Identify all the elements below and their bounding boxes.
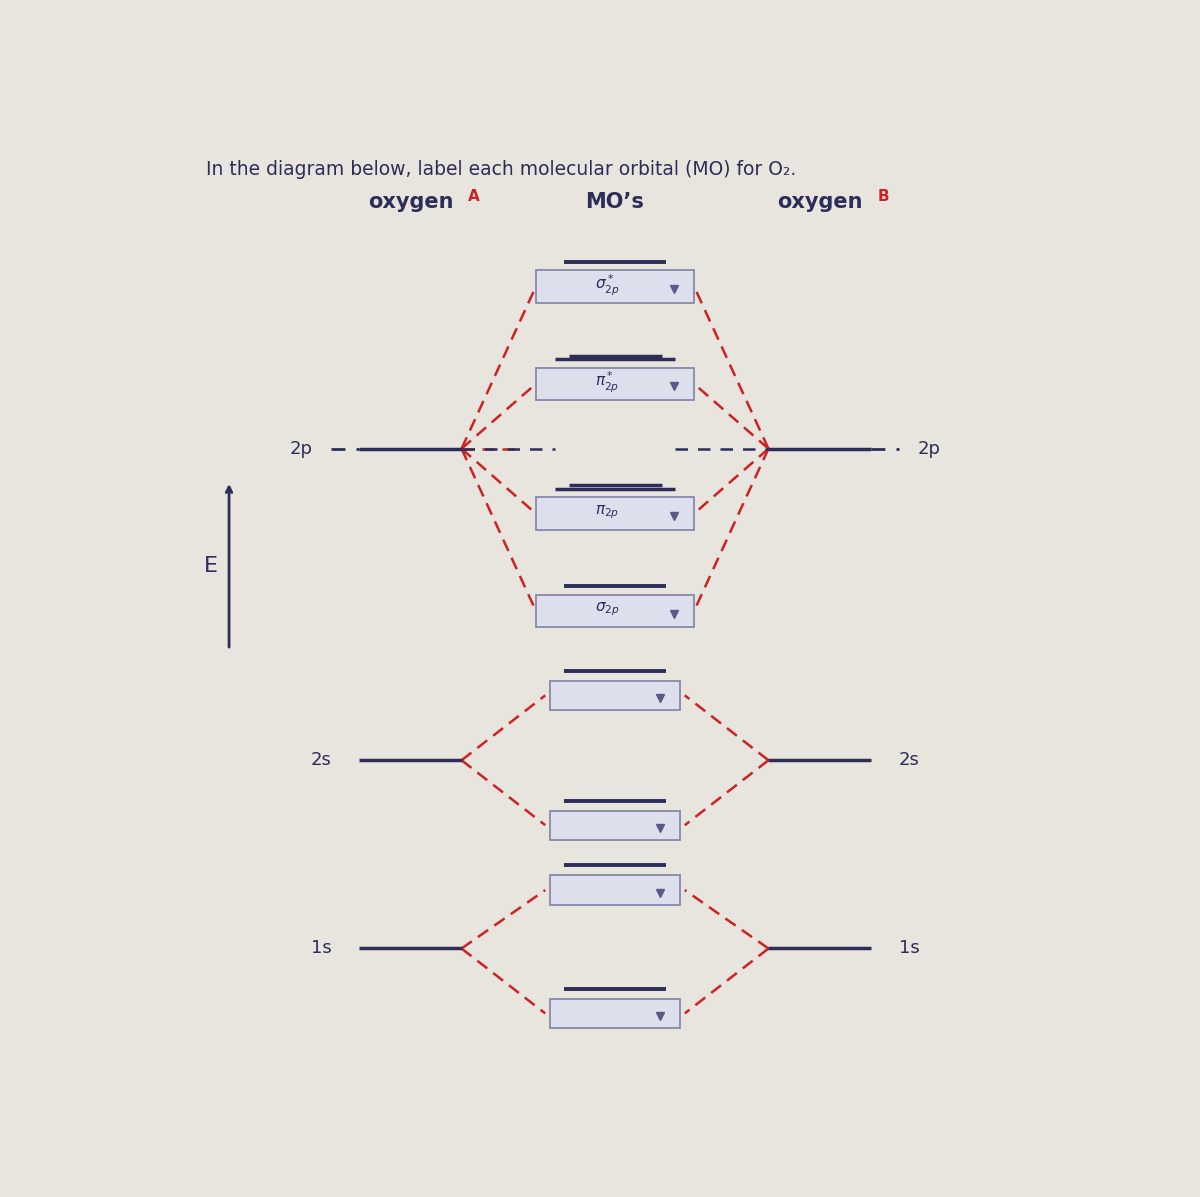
Text: MO’s: MO’s <box>586 192 644 212</box>
Text: 1s: 1s <box>311 940 331 958</box>
FancyBboxPatch shape <box>550 875 680 905</box>
Text: 1s: 1s <box>899 940 919 958</box>
Text: A: A <box>468 189 480 205</box>
Text: 2p: 2p <box>917 439 941 457</box>
FancyBboxPatch shape <box>550 998 680 1028</box>
FancyBboxPatch shape <box>536 595 694 627</box>
Text: 2s: 2s <box>311 752 331 770</box>
Text: $\pi_{2p}$: $\pi_{2p}$ <box>595 504 619 521</box>
FancyBboxPatch shape <box>536 498 694 530</box>
FancyBboxPatch shape <box>550 810 680 840</box>
Text: B: B <box>877 189 889 205</box>
Text: In the diagram below, label each molecular orbital (MO) for O₂.: In the diagram below, label each molecul… <box>206 160 796 178</box>
Text: $\sigma_{2p}^*$: $\sigma_{2p}^*$ <box>595 273 620 298</box>
Text: E: E <box>204 555 217 576</box>
Text: $\pi_{2p}^*$: $\pi_{2p}^*$ <box>595 370 619 395</box>
FancyBboxPatch shape <box>536 271 694 303</box>
Text: 2s: 2s <box>899 752 919 770</box>
Text: oxygen: oxygen <box>367 192 454 212</box>
FancyBboxPatch shape <box>536 367 694 400</box>
FancyBboxPatch shape <box>550 681 680 710</box>
Text: oxygen: oxygen <box>776 192 863 212</box>
Text: $\sigma_{2p}$: $\sigma_{2p}$ <box>595 601 620 619</box>
Text: 2p: 2p <box>289 439 313 457</box>
